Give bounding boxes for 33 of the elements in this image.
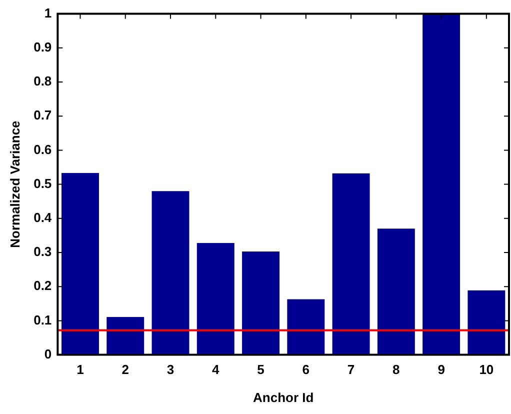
y-tick-label: 0.9: [34, 39, 52, 54]
x-tick-label: 6: [302, 362, 310, 378]
y-axis-title: Normalized Variance: [7, 120, 22, 248]
x-tick-label: 2: [122, 362, 129, 378]
x-tick-label: 1: [76, 362, 84, 378]
y-tick-label: 0.7: [34, 108, 52, 123]
bar: [106, 316, 144, 355]
x-tick-label: 10: [479, 362, 494, 378]
x-tick-label: 8: [392, 362, 400, 378]
x-tick-label: 5: [257, 362, 264, 378]
x-tick-label: 3: [166, 362, 174, 378]
bar: [287, 299, 325, 355]
y-tick-label: 0.6: [34, 142, 52, 157]
bar: [468, 290, 506, 355]
x-tick-label: 9: [438, 362, 445, 378]
bar: [377, 228, 415, 355]
y-tick-label: 0: [44, 346, 52, 362]
x-tick-label: 7: [347, 362, 355, 378]
y-tick-label: 0.2: [34, 278, 52, 294]
bar: [242, 251, 280, 355]
bar: [332, 173, 370, 355]
bar: [62, 173, 99, 355]
y-tick-label: 0.3: [34, 244, 52, 260]
y-tick-label: 0.5: [34, 176, 52, 191]
x-axis-title: Anchor Id: [253, 390, 314, 405]
bar: [196, 242, 234, 355]
y-tick-label: 1: [44, 5, 52, 20]
y-tick-label: 0.4: [34, 210, 52, 225]
bar: [152, 191, 190, 355]
bar: [422, 14, 460, 355]
x-tick-label: 4: [212, 362, 220, 378]
y-tick-label: 0.8: [34, 74, 52, 89]
y-tick-label: 0.1: [34, 312, 52, 328]
